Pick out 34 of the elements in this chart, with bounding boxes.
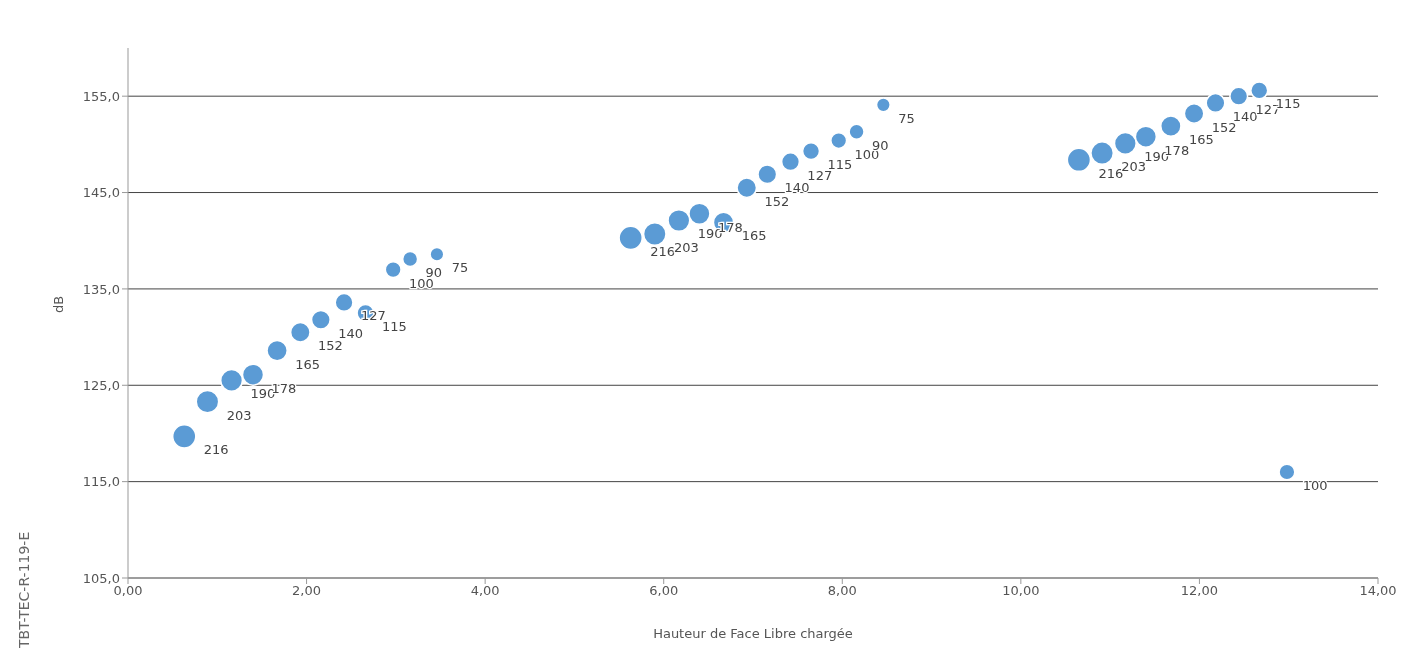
- data-label: 216: [203, 442, 229, 458]
- x-tick-label: 2,00: [292, 583, 322, 599]
- x-tick-label: 12,00: [1180, 583, 1219, 599]
- y-tick-label: 115,0: [82, 474, 120, 490]
- y-axis-title: dB: [50, 295, 66, 313]
- data-label: 216: [1098, 165, 1124, 181]
- y-tick-label: 105,0: [82, 570, 120, 586]
- x-tick-label: 10,00: [1002, 583, 1040, 599]
- x-axis-title: Hauteur de Face Libre chargée: [653, 626, 853, 641]
- data-label: 75: [451, 260, 469, 276]
- data-label: 115: [381, 319, 407, 334]
- data-label: 203: [673, 239, 699, 255]
- data-label: 140: [784, 180, 810, 196]
- data-label: 152: [318, 338, 343, 354]
- x-tick-label: 8,00: [827, 583, 857, 599]
- y-tick-label: 135,0: [82, 281, 120, 297]
- data-label: 203: [226, 407, 252, 423]
- data-label: 152: [764, 193, 790, 209]
- data-label: 100: [409, 275, 434, 291]
- x-tick-label: 4,00: [470, 583, 500, 599]
- data-label: 165: [1188, 132, 1214, 148]
- y-tick-label: 145,0: [82, 185, 120, 201]
- data-label: 165: [295, 356, 321, 372]
- text: TBT-TEC-R-119-E: [16, 531, 32, 648]
- y-tick-label: 125,0: [82, 377, 120, 393]
- data-label: 165: [741, 228, 767, 244]
- x-tick-label: 14,00: [1359, 583, 1397, 599]
- y-tick-label: 155,0: [82, 88, 120, 104]
- x-tick-label: 6,00: [649, 583, 679, 599]
- data-label: 75: [898, 110, 915, 126]
- data-label: 100: [1302, 478, 1328, 493]
- x-tick-label: 0,00: [113, 583, 143, 599]
- data-label: 140: [338, 325, 363, 341]
- data-label: 216: [650, 243, 676, 259]
